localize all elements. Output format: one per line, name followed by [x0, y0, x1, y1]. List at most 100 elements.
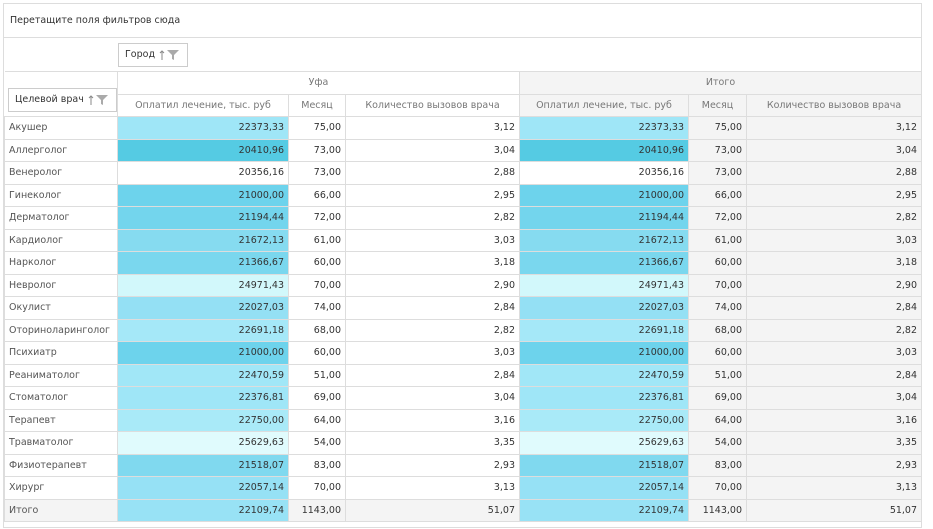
cell: 61,00 — [289, 229, 346, 252]
cell: 68,00 — [689, 319, 747, 342]
cell: 70,00 — [289, 274, 346, 297]
cell: 22691,18 — [118, 319, 289, 342]
cell: 22376,81 — [118, 387, 289, 410]
cell: 21194,44 — [118, 207, 289, 230]
cell: 22691,18 — [520, 319, 689, 342]
data-row: Венеролог20356,1673,002,8820356,1673,002… — [5, 162, 922, 185]
row-label: Гинеколог — [5, 184, 118, 207]
cell: 21000,00 — [118, 184, 289, 207]
cell: 20410,96 — [118, 139, 289, 162]
cell: 3,35 — [346, 432, 520, 455]
row-label: Травматолог — [5, 432, 118, 455]
cell: 2,88 — [346, 162, 520, 185]
data-row: Травматолог25629,6354,003,3525629,6354,0… — [5, 432, 922, 455]
cell: 2,95 — [747, 184, 922, 207]
cell: 20356,16 — [118, 162, 289, 185]
cell: 21194,44 — [520, 207, 689, 230]
data-row: Стоматолог22376,8169,003,0422376,8169,00… — [5, 387, 922, 410]
cell: 3,04 — [747, 139, 922, 162]
measure-header: Оплатил лечение, тыс. руб — [520, 94, 689, 117]
cell: 22376,81 — [520, 387, 689, 410]
cell: 21000,00 — [520, 184, 689, 207]
cell: 75,00 — [689, 117, 747, 140]
cell: 75,00 — [289, 117, 346, 140]
cell: 51,07 — [747, 499, 922, 522]
cell: 22373,33 — [118, 117, 289, 140]
cell: 51,00 — [689, 364, 747, 387]
cell: 21000,00 — [118, 342, 289, 365]
pivot-grid: Перетащите поля фильтров сюда Город Целе… — [3, 3, 922, 528]
cell: 25629,63 — [520, 432, 689, 455]
data-row: Физиотерапевт21518,0783,002,9321518,0783… — [5, 454, 922, 477]
cell: 3,04 — [346, 139, 520, 162]
cell: 73,00 — [689, 162, 747, 185]
cell: 2,82 — [747, 319, 922, 342]
cell: 3,18 — [346, 252, 520, 275]
cell: 3,04 — [747, 387, 922, 410]
cell: 2,84 — [346, 364, 520, 387]
cell: 21672,13 — [118, 229, 289, 252]
data-row: Психиатр21000,0060,003,0321000,0060,003,… — [5, 342, 922, 365]
cell: 73,00 — [289, 162, 346, 185]
cell: 2,90 — [747, 274, 922, 297]
cell: 51,00 — [289, 364, 346, 387]
cell: 2,95 — [346, 184, 520, 207]
cell: 21518,07 — [520, 454, 689, 477]
cell: 3,03 — [747, 342, 922, 365]
cell: 22750,00 — [118, 409, 289, 432]
row-label: Венеролог — [5, 162, 118, 185]
cell: 2,84 — [747, 297, 922, 320]
cell: 3,03 — [747, 229, 922, 252]
cell: 22470,59 — [520, 364, 689, 387]
data-row: Кардиолог21672,1361,003,0321672,1361,003… — [5, 229, 922, 252]
column-group: Итого — [520, 72, 922, 95]
cell: 83,00 — [289, 454, 346, 477]
filter-area: Перетащите поля фильтров сюда — [4, 4, 921, 38]
corner — [5, 72, 118, 117]
cell: 3,12 — [747, 117, 922, 140]
cell: 2,88 — [747, 162, 922, 185]
cell: 20356,16 — [520, 162, 689, 185]
cell: 3,03 — [346, 229, 520, 252]
cell: 22750,00 — [520, 409, 689, 432]
cell: 60,00 — [289, 342, 346, 365]
measure-header: Месяц — [289, 94, 346, 117]
row-label: Стоматолог — [5, 387, 118, 410]
cell: 2,93 — [346, 454, 520, 477]
cell: 22109,74 — [520, 499, 689, 522]
cell: 21518,07 — [118, 454, 289, 477]
pivot-table: УфаИтогоОплатил лечение, тыс. рубМесяцКо… — [4, 71, 922, 522]
cell: 60,00 — [689, 342, 747, 365]
cell: 22027,03 — [520, 297, 689, 320]
column-field[interactable]: Город — [118, 43, 188, 67]
data-row: Оториноларинголог22691,1868,002,8222691,… — [5, 319, 922, 342]
cell: 51,07 — [346, 499, 520, 522]
cell: 24971,43 — [520, 274, 689, 297]
header-row: УфаИтого — [5, 72, 922, 95]
cell: 2,93 — [747, 454, 922, 477]
cell: 20410,96 — [520, 139, 689, 162]
row-label: Кардиолог — [5, 229, 118, 252]
row-label: Невролог — [5, 274, 118, 297]
cell: 72,00 — [689, 207, 747, 230]
cell: 3,04 — [346, 387, 520, 410]
cell: 1143,00 — [689, 499, 747, 522]
measure-header: Количество вызовов врача — [346, 94, 520, 117]
row-label: Аллерголог — [5, 139, 118, 162]
row-label: Психиатр — [5, 342, 118, 365]
row-label: Нарколог — [5, 252, 118, 275]
cell: 24971,43 — [118, 274, 289, 297]
cell: 2,84 — [346, 297, 520, 320]
cell: 2,82 — [346, 207, 520, 230]
total-row: Итого22109,741143,0051,0722109,741143,00… — [5, 499, 922, 522]
cell: 22027,03 — [118, 297, 289, 320]
data-row: Акушер22373,3375,003,1222373,3375,003,12 — [5, 117, 922, 140]
cell: 73,00 — [289, 139, 346, 162]
cell: 3,13 — [747, 477, 922, 500]
measure-header: Оплатил лечение, тыс. руб — [118, 94, 289, 117]
measure-header: Месяц — [689, 94, 747, 117]
data-row: Аллерголог20410,9673,003,0420410,9673,00… — [5, 139, 922, 162]
data-row: Дерматолог21194,4472,002,8221194,4472,00… — [5, 207, 922, 230]
cell: 60,00 — [689, 252, 747, 275]
field-icons — [159, 49, 181, 61]
